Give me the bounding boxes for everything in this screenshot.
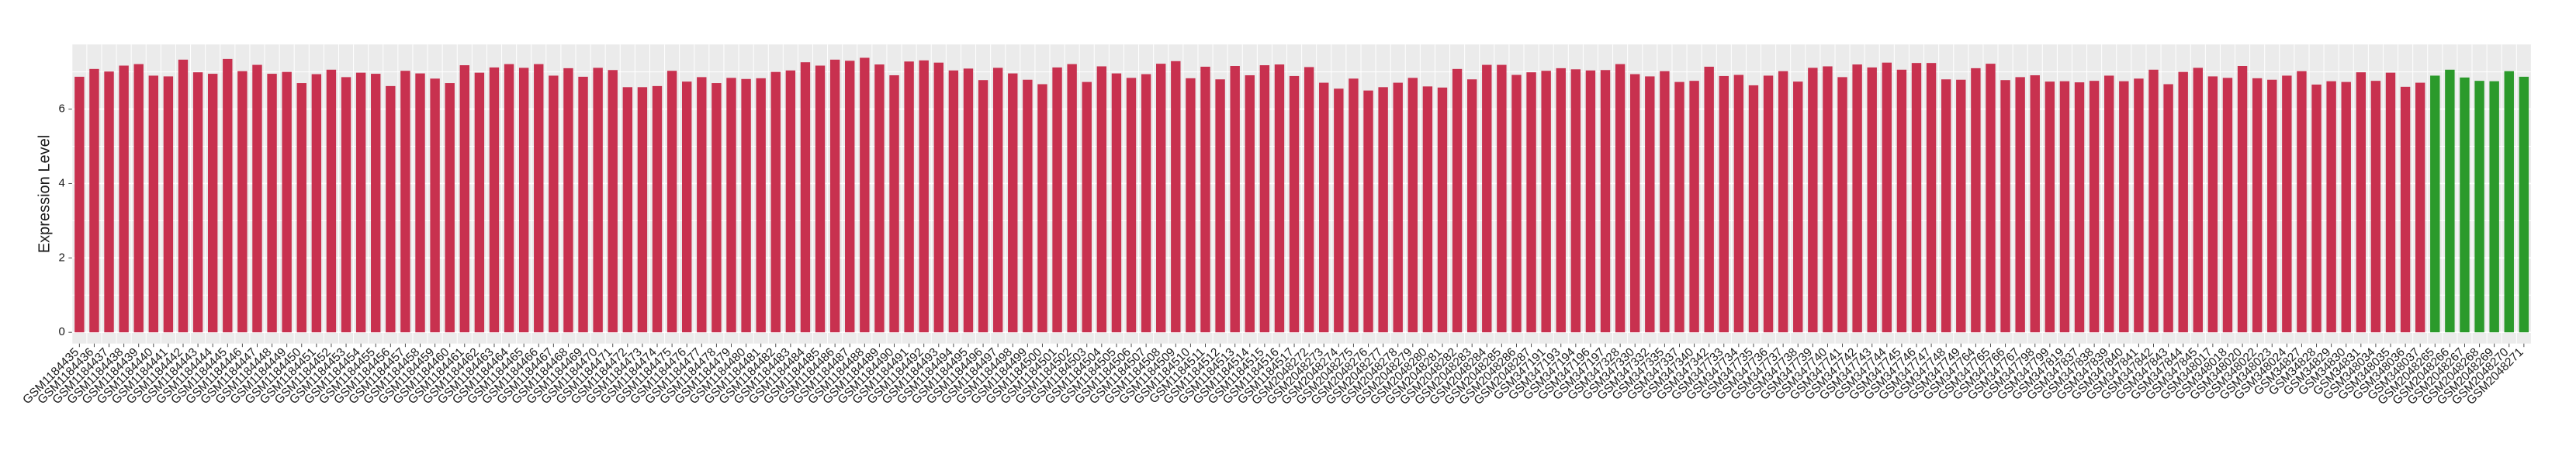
svg-text:0: 0 [58,325,64,338]
svg-text:6: 6 [58,102,64,116]
svg-text:4: 4 [58,176,64,189]
svg-text:2: 2 [58,251,64,264]
